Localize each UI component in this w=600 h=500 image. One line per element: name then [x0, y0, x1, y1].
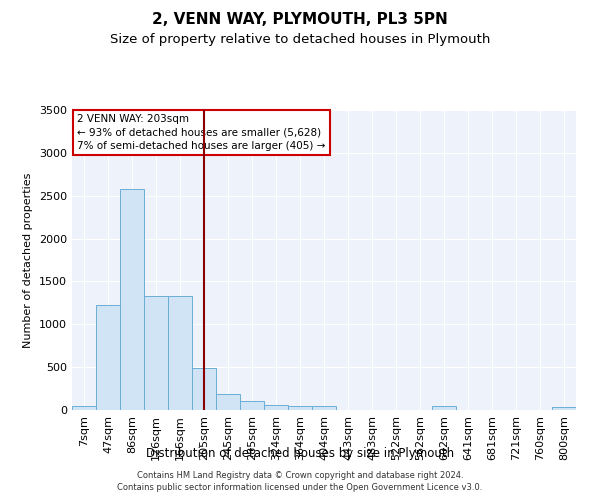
Bar: [192, 368, 216, 410]
Bar: [312, 406, 336, 410]
Bar: [144, 296, 168, 410]
Bar: [264, 406, 288, 410]
Y-axis label: Number of detached properties: Number of detached properties: [23, 172, 34, 348]
Bar: [288, 406, 312, 410]
Text: 2, VENN WAY, PLYMOUTH, PL3 5PN: 2, VENN WAY, PLYMOUTH, PL3 5PN: [152, 12, 448, 28]
Bar: [96, 306, 120, 410]
Text: Size of property relative to detached houses in Plymouth: Size of property relative to detached ho…: [110, 32, 490, 46]
Text: Contains public sector information licensed under the Open Government Licence v3: Contains public sector information licen…: [118, 484, 482, 492]
Text: Distribution of detached houses by size in Plymouth: Distribution of detached houses by size …: [146, 448, 454, 460]
Text: Contains HM Land Registry data © Crown copyright and database right 2024.: Contains HM Land Registry data © Crown c…: [137, 471, 463, 480]
Text: 2 VENN WAY: 203sqm
← 93% of detached houses are smaller (5,628)
7% of semi-detac: 2 VENN WAY: 203sqm ← 93% of detached hou…: [77, 114, 325, 151]
Bar: [216, 394, 240, 410]
Bar: [240, 400, 264, 410]
Bar: [552, 408, 576, 410]
Bar: [168, 296, 192, 410]
Bar: [120, 189, 144, 410]
Bar: [72, 406, 96, 410]
Bar: [432, 406, 456, 410]
